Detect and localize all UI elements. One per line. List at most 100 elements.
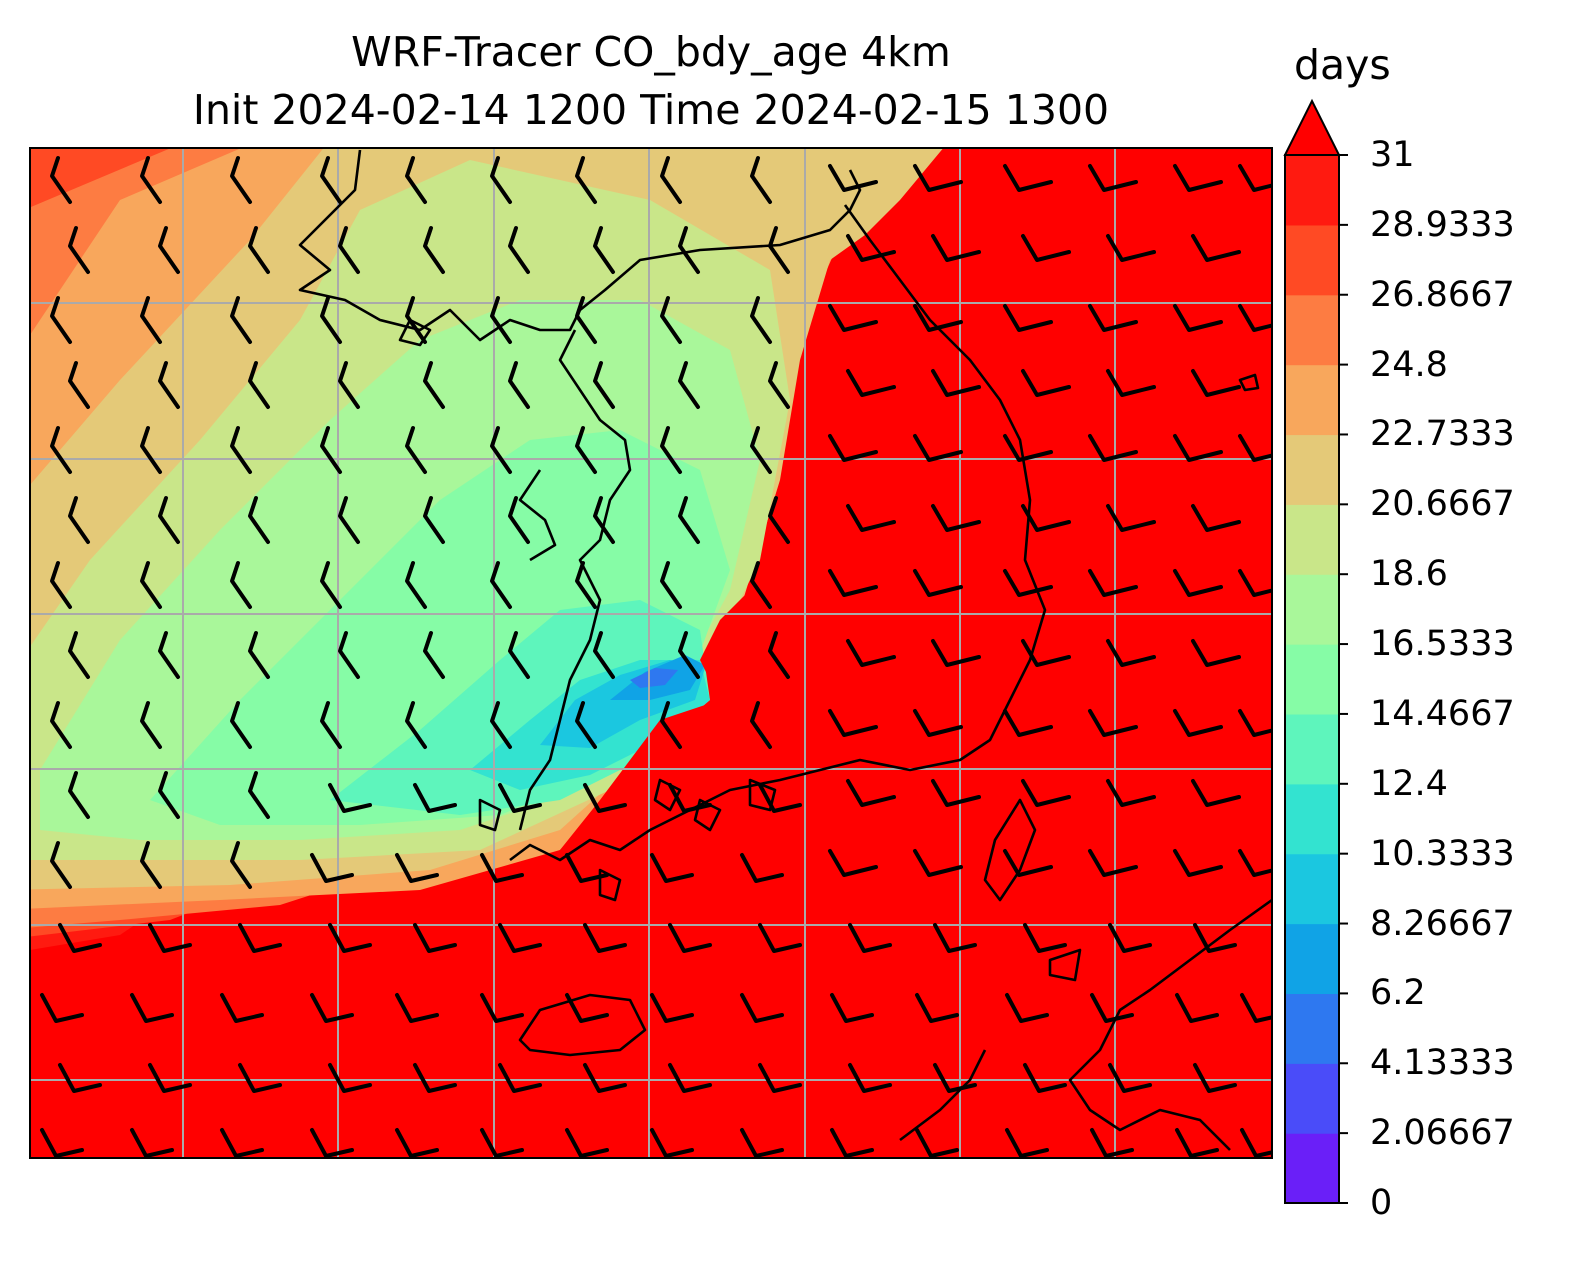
- wind-barb-shaft: [230, 296, 252, 344]
- wind-barb-shaft: [395, 853, 439, 883]
- wind-barb: [230, 156, 252, 204]
- wind-barb: [480, 1128, 524, 1158]
- colorbar-bin: [1285, 434, 1339, 505]
- wind-barb: [1193, 923, 1237, 953]
- wind-barb: [50, 841, 72, 889]
- wind-barb-shaft: [660, 701, 682, 749]
- wind-barb-shaft: [848, 923, 892, 953]
- wind-barb-shaft: [1003, 304, 1053, 332]
- wind-barb-shaft: [1191, 779, 1241, 807]
- wind-barb: [828, 304, 878, 332]
- colorbar-bin: [1285, 1063, 1339, 1134]
- wind-barb-shaft: [583, 783, 627, 813]
- wind-barb-shaft: [1003, 709, 1053, 737]
- wind-barb: [490, 426, 512, 474]
- wind-barb: [230, 841, 252, 889]
- wind-barb: [50, 156, 72, 204]
- wind-barb: [140, 841, 162, 889]
- wind-barb-shaft: [1238, 569, 1272, 597]
- wind-barb: [140, 701, 162, 749]
- wind-barb: [828, 849, 878, 877]
- wind-barb: [660, 561, 682, 609]
- wind-barb: [148, 923, 192, 953]
- wind-barb-shaft: [140, 701, 162, 749]
- wind-barb-shaft: [338, 361, 360, 409]
- wind-barb-shaft: [158, 226, 180, 274]
- wind-barb: [68, 496, 90, 544]
- wind-barb-shaft: [1173, 434, 1223, 462]
- wind-barb-shaft: [575, 701, 597, 749]
- colorbar-bin: [1285, 224, 1339, 296]
- wind-barb: [1191, 779, 1241, 807]
- wind-barb: [140, 296, 162, 344]
- wind-barb-shaft: [498, 1063, 542, 1093]
- wind-barb: [1088, 164, 1138, 192]
- wind-barb: [1090, 993, 1134, 1023]
- wind-barb-shaft: [320, 296, 342, 344]
- chart-title-line2: Init 2024-02-14 1200 Time 2024-02-15 130…: [192, 86, 1110, 134]
- wind-barb-shaft: [1005, 993, 1049, 1023]
- wind-barb-shaft: [508, 226, 530, 274]
- colorbar-bin: [1285, 713, 1339, 785]
- wind-barb-shaft: [140, 561, 162, 609]
- wind-barb: [1238, 709, 1272, 737]
- wind-barb-shaft: [58, 923, 102, 953]
- wind-barb: [650, 853, 694, 883]
- wind-barb: [565, 853, 609, 883]
- wind-barb-shaft: [1173, 569, 1223, 597]
- wind-barb-shaft: [575, 156, 597, 204]
- wind-barb-shaft: [660, 156, 682, 204]
- wind-barb: [1191, 504, 1241, 532]
- wind-barb-shaft: [913, 164, 963, 192]
- wind-barb-shaft: [405, 561, 427, 609]
- wind-barb: [931, 369, 981, 397]
- wind-barb-shaft: [750, 156, 772, 204]
- wind-barb-shaft: [238, 923, 282, 953]
- wind-barb-shaft: [848, 1063, 892, 1093]
- wind-barb-shaft: [828, 434, 878, 462]
- coastline-segment: [899, 1049, 987, 1142]
- wind-barb-shaft: [668, 923, 712, 953]
- wind-barb-shaft: [931, 369, 981, 397]
- wind-barb-shaft: [1003, 569, 1053, 597]
- wind-barb: [423, 631, 445, 679]
- wind-barb: [320, 701, 342, 749]
- wind-barb-shaft: [130, 1128, 174, 1158]
- wind-barb-shaft: [40, 1128, 84, 1158]
- wind-barb-shaft: [148, 1063, 192, 1093]
- wind-barb: [480, 853, 524, 883]
- wind-barb-shaft: [565, 993, 609, 1023]
- wind-barb-shaft: [1021, 639, 1071, 667]
- wind-barb: [750, 701, 772, 749]
- wind-barb: [758, 923, 802, 953]
- wind-barb: [848, 1063, 892, 1093]
- wind-barb: [328, 783, 372, 813]
- wind-barb-shaft: [508, 631, 530, 679]
- wind-barb-shaft: [230, 426, 252, 474]
- wind-barb: [1238, 434, 1272, 462]
- wind-barb-shaft: [593, 496, 615, 544]
- wind-barb: [1003, 709, 1053, 737]
- wind-barb: [650, 1128, 694, 1158]
- field-contour-region: [630, 668, 678, 688]
- wind-barbs: [40, 156, 1272, 1158]
- wind-barb: [480, 993, 524, 1023]
- colorbar-frame: [1284, 154, 1340, 1204]
- wind-barb-shaft: [828, 709, 878, 737]
- wind-barb-shaft: [1173, 304, 1223, 332]
- colorbar-bin: [1285, 993, 1339, 1064]
- wind-barb-shaft: [230, 701, 252, 749]
- wind-barb-shaft: [1021, 369, 1071, 397]
- wind-barb-shaft: [230, 156, 252, 204]
- wind-barb-shaft: [230, 561, 252, 609]
- wind-barb-shaft: [230, 841, 252, 889]
- wind-barb-shaft: [413, 783, 457, 813]
- wind-barb-shaft: [490, 701, 512, 749]
- wind-barb-shaft: [1238, 849, 1272, 877]
- wind-barb: [68, 771, 90, 819]
- wind-barb-shaft: [248, 771, 270, 819]
- wind-barb-shaft: [830, 1128, 874, 1158]
- wind-barb-shaft: [750, 561, 772, 609]
- wind-barb: [915, 993, 959, 1023]
